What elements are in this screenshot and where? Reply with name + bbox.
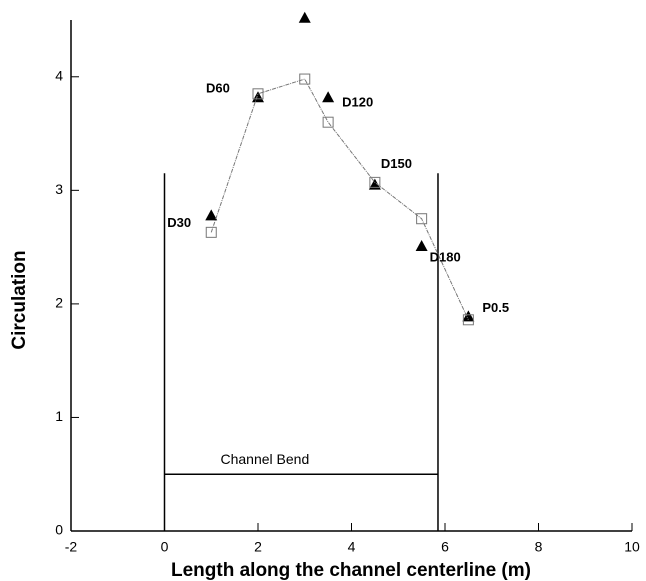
triangle-marker bbox=[368, 178, 381, 190]
triangle-marker bbox=[205, 209, 218, 221]
triangle-marker bbox=[298, 11, 311, 23]
point-label: D60 bbox=[206, 81, 230, 96]
y-tick-label: 2 bbox=[55, 295, 63, 311]
square-marker bbox=[322, 116, 334, 128]
point-label: D120 bbox=[342, 95, 373, 110]
triangle-marker bbox=[462, 310, 475, 322]
x-tick-label: -2 bbox=[65, 539, 78, 555]
point-label: D150 bbox=[381, 156, 412, 171]
x-tick-label: 0 bbox=[161, 539, 169, 555]
x-tick-label: 8 bbox=[535, 539, 543, 555]
square-marker bbox=[416, 213, 428, 225]
x-tick-label: 10 bbox=[624, 539, 640, 555]
y-tick-label: 4 bbox=[55, 67, 63, 83]
x-tick-label: 2 bbox=[254, 539, 262, 555]
x-tick-label: 4 bbox=[348, 539, 356, 555]
triangle-marker bbox=[415, 239, 428, 251]
bend-label: Channel Bend bbox=[221, 451, 310, 467]
y-tick-label: 0 bbox=[55, 522, 63, 538]
square-marker bbox=[369, 176, 381, 188]
point-label: D180 bbox=[430, 249, 461, 264]
square-marker bbox=[252, 88, 264, 100]
x-tick-label: 6 bbox=[441, 539, 449, 555]
y-axis-title: Circulation bbox=[9, 250, 30, 349]
series-line bbox=[210, 78, 469, 320]
y-tick-label: 1 bbox=[55, 408, 63, 424]
point-label: D30 bbox=[167, 215, 191, 230]
point-label: P0.5 bbox=[482, 300, 509, 315]
square-marker bbox=[462, 314, 474, 326]
triangle-marker bbox=[252, 91, 264, 103]
x-axis-title: Length along the channel centerline (m) bbox=[171, 560, 531, 581]
y-tick-label: 3 bbox=[55, 181, 63, 197]
square-marker bbox=[299, 73, 311, 85]
square-marker bbox=[205, 226, 217, 238]
triangle-marker bbox=[322, 91, 335, 103]
